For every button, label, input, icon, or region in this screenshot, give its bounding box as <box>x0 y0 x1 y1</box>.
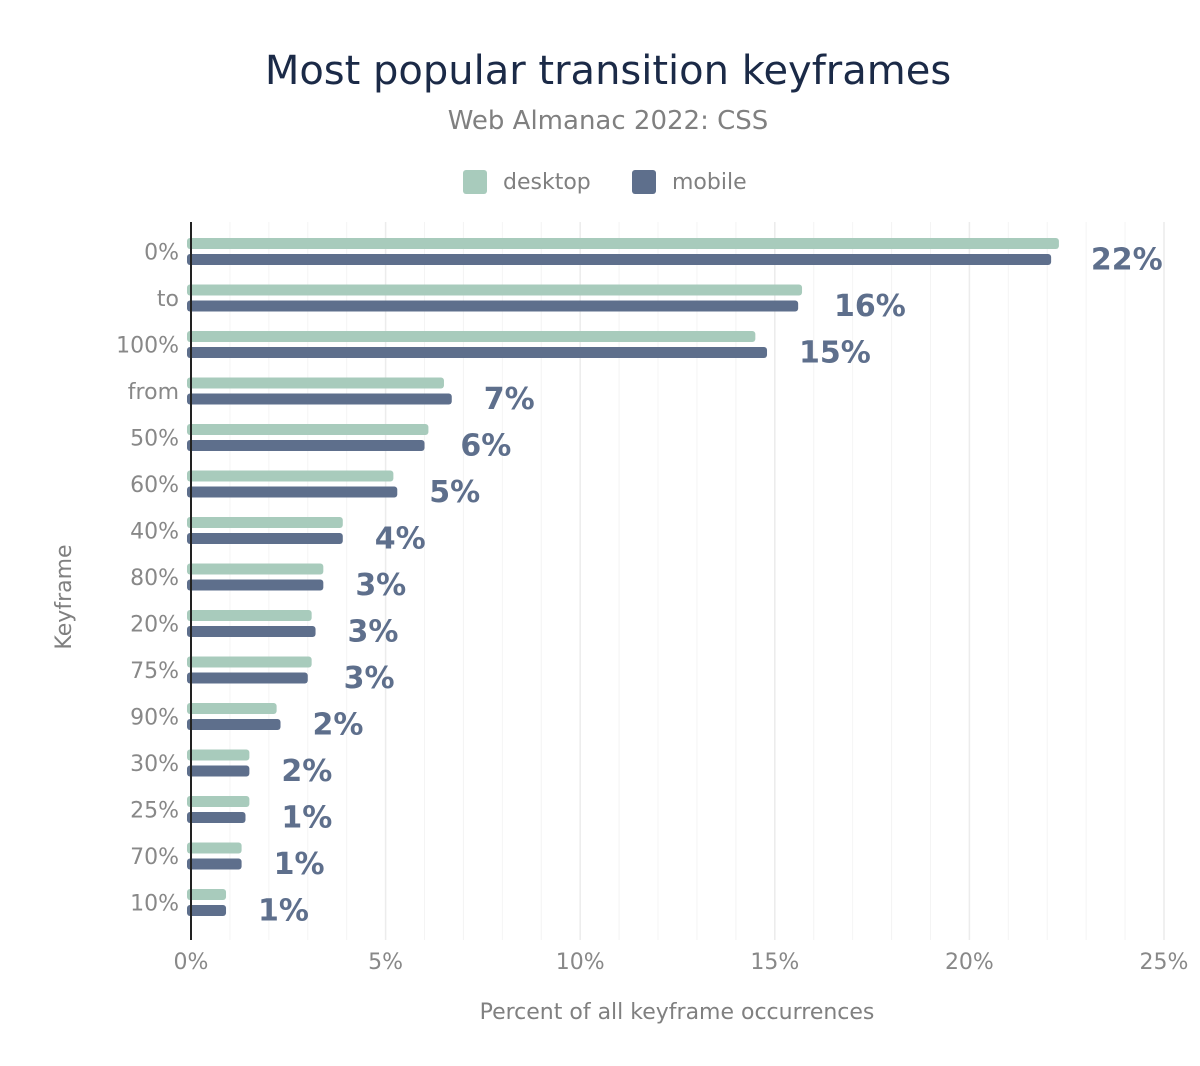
bar-desktop <box>187 563 324 575</box>
x-tick-label: 10% <box>556 950 605 975</box>
bars <box>187 238 1059 916</box>
chart-title: Most popular transition keyframes <box>265 48 951 94</box>
data-label: 1% <box>258 894 309 929</box>
y-axis-categories: 0% to 100% from 50% 60% 40% 80% 20% 75% 90% 30% 25% 7… <box>116 241 179 917</box>
bar-desktop <box>187 656 312 668</box>
y-category-label: from <box>128 380 179 405</box>
data-label: 22% <box>1091 243 1163 278</box>
x-tick-label: 5% <box>368 950 403 975</box>
data-label: 4% <box>375 522 426 557</box>
data-label: 15% <box>799 336 871 371</box>
bar-mobile <box>187 672 308 684</box>
data-label: 3% <box>344 661 395 696</box>
bar-desktop <box>187 703 277 714</box>
data-label: 2% <box>313 708 364 743</box>
y-category-label: 100% <box>116 334 179 359</box>
data-label: 1% <box>281 801 332 836</box>
data-label: 1% <box>274 847 325 882</box>
y-category-label: 50% <box>130 427 179 452</box>
bar-mobile <box>187 812 246 823</box>
data-label: 3% <box>348 615 399 650</box>
bar-mobile <box>187 765 250 777</box>
bar-mobile <box>187 254 1052 265</box>
bar-mobile <box>187 533 343 544</box>
bar-mobile <box>187 347 768 358</box>
y-category-label: 60% <box>130 473 179 498</box>
x-axis-ticks: 0% 5% 10% 15% 20% 25% <box>174 950 1189 975</box>
y-category-label: 80% <box>130 566 179 591</box>
y-category-label: to <box>157 287 179 312</box>
bar-desktop <box>187 377 444 389</box>
y-category-label: 70% <box>130 845 179 870</box>
bar-mobile <box>187 440 425 451</box>
data-label: 16% <box>834 289 906 324</box>
chart-subtitle: Web Almanac 2022: CSS <box>448 106 769 136</box>
data-label: 5% <box>429 475 480 510</box>
bar-desktop <box>187 842 242 854</box>
data-label: 2% <box>281 754 332 789</box>
legend-label-mobile: mobile <box>672 170 747 195</box>
x-axis-title: Percent of all keyframe occurrences <box>480 1000 875 1025</box>
bar-mobile <box>187 858 242 870</box>
y-category-label: 25% <box>130 799 179 824</box>
bar-mobile <box>187 719 281 730</box>
bar-desktop <box>187 749 250 761</box>
legend-swatch-desktop <box>463 170 487 194</box>
y-category-label: 20% <box>130 613 179 638</box>
bar-mobile <box>187 300 799 312</box>
bar-desktop <box>187 517 343 528</box>
bar-desktop <box>187 284 803 296</box>
bar-desktop <box>187 796 250 807</box>
y-category-label: 40% <box>130 520 179 545</box>
bar-mobile <box>187 579 324 591</box>
bar-desktop <box>187 470 394 482</box>
data-label: 6% <box>460 429 511 464</box>
bar-desktop <box>187 610 312 621</box>
data-label: 3% <box>355 568 406 603</box>
bar-desktop <box>187 889 227 900</box>
bar-mobile <box>187 905 227 916</box>
y-category-label: 0% <box>144 241 179 266</box>
legend-label-desktop: desktop <box>503 170 591 195</box>
data-label: 7% <box>484 382 535 417</box>
data-labels: 22% 16% 15% 7% 6% 5%4% 3% 3% 3% 2% 2% 1% 1% 1% <box>258 243 1163 929</box>
y-category-label: 75% <box>130 659 179 684</box>
bar-mobile <box>187 626 316 637</box>
legend: desktop mobile <box>463 170 747 195</box>
x-tick-label: 15% <box>750 950 799 975</box>
bar-mobile <box>187 486 398 498</box>
y-category-label: 90% <box>130 706 179 731</box>
x-tick-label: 25% <box>1140 950 1189 975</box>
legend-swatch-mobile <box>632 170 656 194</box>
y-category-label: 10% <box>130 892 179 917</box>
x-tick-label: 20% <box>945 950 994 975</box>
x-tick-label: 0% <box>174 950 209 975</box>
bar-desktop <box>187 424 429 435</box>
y-axis-title: Keyframe <box>52 544 77 649</box>
bar-mobile <box>187 393 452 405</box>
bar-desktop <box>187 331 756 342</box>
y-category-label: 30% <box>130 752 179 777</box>
bar-desktop <box>187 238 1059 249</box>
